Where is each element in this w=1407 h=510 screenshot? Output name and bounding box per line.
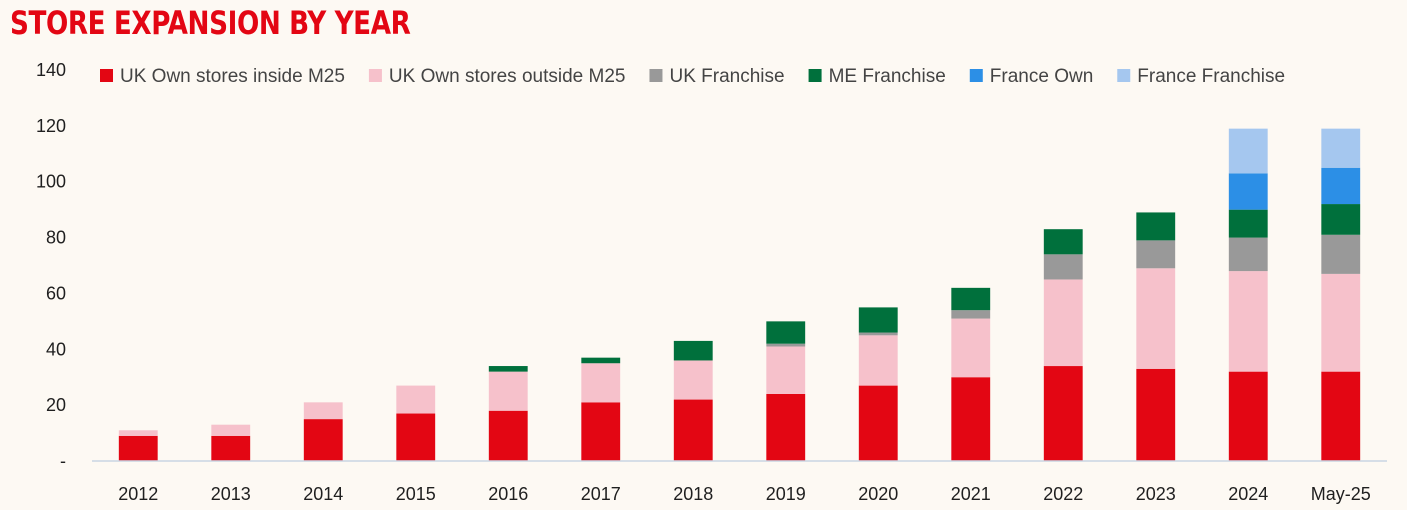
x-tick-label: 2012 [118, 484, 158, 504]
bar-segment-5 [1321, 167, 1361, 205]
bar-segment-2 [211, 424, 251, 436]
bar-segment-3 [951, 310, 991, 319]
bar-segment-2 [118, 430, 158, 436]
y-tick-label: 140 [36, 60, 66, 80]
y-tick-label: 60 [46, 283, 66, 303]
bar-segment-4 [1043, 229, 1083, 255]
x-tick-label: 2024 [1228, 484, 1268, 504]
bar-segment-1 [1228, 371, 1268, 461]
bar-segment-1 [581, 402, 621, 461]
x-tick-label: 2015 [396, 484, 436, 504]
bar-segment-2 [488, 371, 528, 411]
bars [118, 128, 1361, 461]
bar-segment-2 [766, 346, 806, 394]
legend-swatch [368, 69, 382, 82]
bar-segment-4 [1228, 209, 1268, 238]
bar-segment-1 [303, 419, 343, 461]
bar-segment-4 [581, 357, 621, 364]
legend-swatch [1117, 69, 1131, 82]
bar-segment-1 [766, 393, 806, 461]
bar-segment-1 [118, 435, 158, 461]
legend: UK Own stores inside M25 UK Own stores ou… [100, 66, 1285, 87]
y-tick-label: 80 [46, 228, 66, 248]
x-tick-label: 2016 [488, 484, 528, 504]
bar-segment-1 [673, 399, 713, 461]
legend-swatch [100, 69, 113, 82]
bar-segment-4 [1136, 212, 1176, 241]
y-tick-label: - [60, 451, 66, 471]
bar-segment-1 [1043, 366, 1083, 461]
bar-segment-4 [488, 366, 528, 372]
bar-segment-1 [1136, 368, 1176, 461]
bar-segment-1 [951, 377, 991, 461]
legend-label: UK Own stores inside M25 [120, 66, 345, 87]
bar-segment-3 [1136, 240, 1176, 269]
x-axis: 2012 2013 2014 2015 2016 2017 2018 2019 2020 2021… [118, 484, 1371, 504]
bar-segment-1 [211, 435, 251, 461]
legend-label: UK Own stores outside M25 [389, 66, 626, 87]
x-tick-label: 2022 [1043, 484, 1083, 504]
x-tick-label: 2021 [951, 484, 991, 504]
bar-segment-2 [1321, 273, 1361, 372]
bar-segment-3 [1228, 237, 1268, 272]
bar-segment-2 [673, 360, 713, 400]
bar-segment-3 [1321, 234, 1361, 274]
bar-segment-1 [858, 385, 898, 461]
legend-label: France Franchise [1137, 66, 1285, 87]
legend-label: France Own [990, 66, 1093, 87]
x-tick-label: 2019 [766, 484, 806, 504]
x-tick-label: 2023 [1136, 484, 1176, 504]
x-tick-label: 2020 [858, 484, 898, 504]
bar-segment-3 [766, 343, 806, 347]
bar-segment-2 [1136, 268, 1176, 369]
bar-segment-1 [1321, 371, 1361, 461]
bar-segment-2 [396, 385, 436, 414]
bar-segment-2 [858, 335, 898, 386]
bar-segment-3 [858, 332, 898, 336]
y-tick-label: 40 [46, 339, 66, 359]
x-tick-label: 2013 [211, 484, 251, 504]
bar-segment-2 [303, 402, 343, 420]
bar-segment-6 [1228, 128, 1268, 174]
bar-segment-3 [1043, 254, 1083, 280]
legend-swatch [969, 69, 983, 82]
bar-segment-1 [396, 413, 436, 461]
bar-segment-1 [488, 410, 528, 461]
bar-segment-4 [1321, 204, 1361, 235]
y-axis: - 20 40 60 80 100 120 140 [36, 60, 66, 471]
legend-label: UK Franchise [669, 66, 784, 87]
y-tick-label: 100 [36, 172, 66, 192]
x-tick-label: May-25 [1311, 484, 1371, 504]
y-tick-label: 120 [36, 116, 66, 136]
chart-title: STORE EXPANSION BY YEAR [10, 4, 411, 42]
bar-segment-4 [951, 287, 991, 311]
bar-segment-2 [1043, 279, 1083, 367]
bar-segment-4 [858, 307, 898, 333]
x-tick-label: 2017 [581, 484, 621, 504]
legend-label: ME Franchise [829, 66, 946, 87]
bar-segment-5 [1228, 173, 1268, 210]
bar-segment-4 [766, 321, 806, 344]
legend-swatch [649, 69, 663, 82]
x-tick-label: 2014 [303, 484, 343, 504]
x-tick-label: 2018 [673, 484, 713, 504]
y-tick-label: 20 [46, 395, 66, 415]
bar-segment-6 [1321, 128, 1361, 168]
bar-segment-2 [581, 363, 621, 403]
bar-segment-2 [951, 318, 991, 378]
legend-swatch [808, 69, 822, 82]
bar-segment-4 [673, 340, 713, 361]
bar-segment-2 [1228, 271, 1268, 372]
